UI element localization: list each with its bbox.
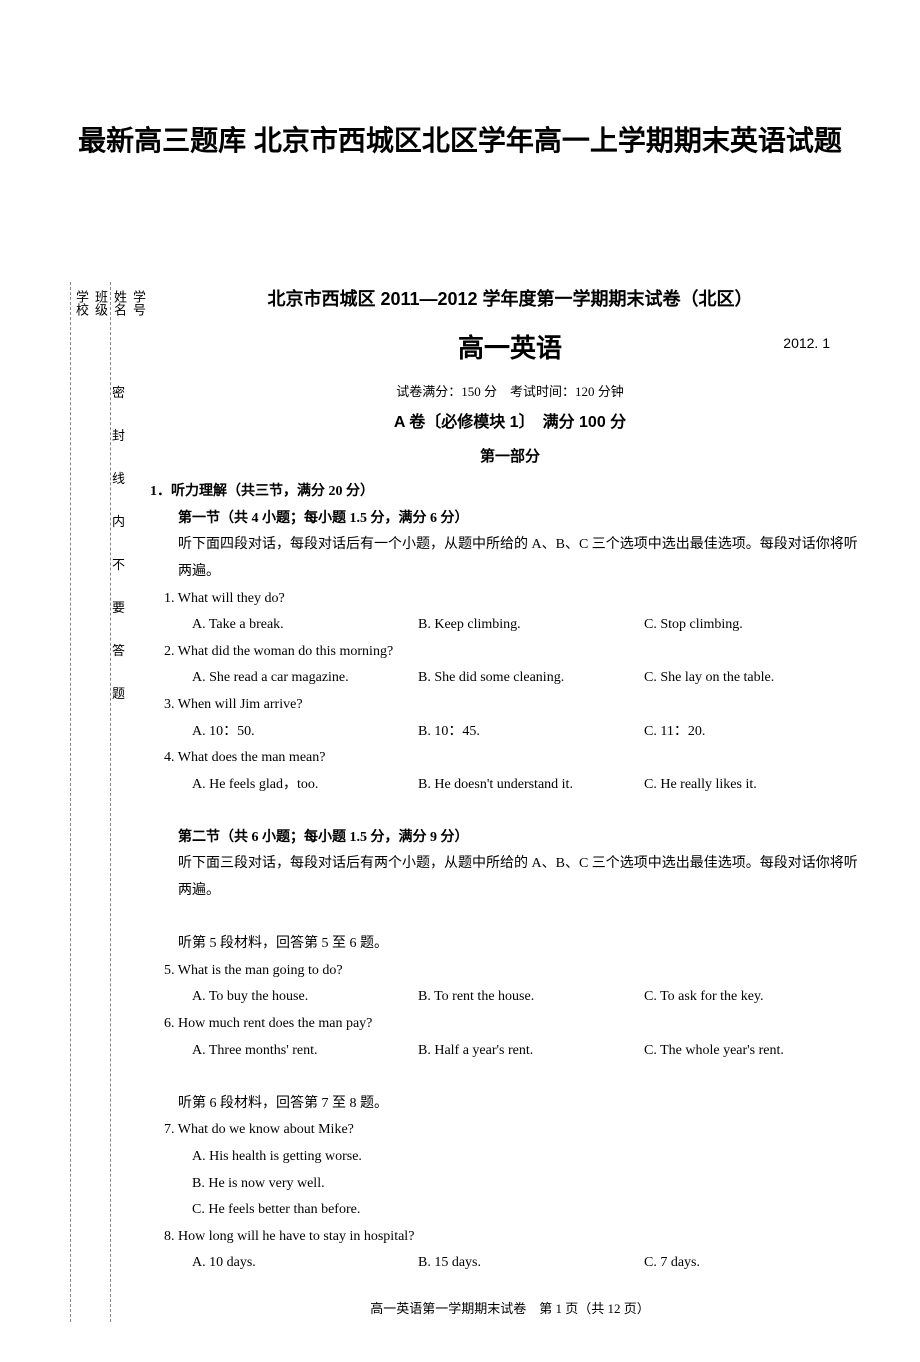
seal-nei: 内 xyxy=(112,511,125,530)
exam-date: 2012. 1 xyxy=(783,330,830,357)
q6: 6. How much rent does the man pay? xyxy=(164,1011,870,1038)
listening-head: 1．听力理解（共三节，满分 20 分） xyxy=(150,479,870,506)
q4: 4. What does the man mean? xyxy=(164,745,870,772)
page-footer: 高一英语第一学期期末试卷 第 1 页（共 12 页） xyxy=(150,1297,870,1322)
q4-opt-a: A. He feels glad，too. xyxy=(192,772,418,799)
exam-header: 北京市西城区 2011—2012 学年度第一学期期末试卷（北区） xyxy=(150,282,870,316)
q6-options: A. Three months' rent. B. Half a year's … xyxy=(192,1038,870,1065)
label-class: 班级 xyxy=(91,290,110,1314)
q7-opt-a: A. His health is getting worse. xyxy=(192,1144,870,1171)
paper-a-title: A 卷〔必修模块 1〕 满分 100 分 xyxy=(150,408,870,438)
q2: 2. What did the woman do this morning? xyxy=(164,639,870,666)
q3-options: A. 10：50. B. 10：45. C. 11：20. xyxy=(192,719,870,746)
q2-opt-a: A. She read a car magazine. xyxy=(192,665,418,692)
q2-options: A. She read a car magazine. B. She did s… xyxy=(192,665,870,692)
q7-opt-c: C. He feels better than before. xyxy=(192,1197,870,1224)
q8-opt-b: B. 15 days. xyxy=(418,1250,644,1277)
material-5: 听第 5 段材料，回答第 5 至 6 题。 xyxy=(178,931,870,958)
label-school: 学校 xyxy=(72,290,91,1314)
q4-opt-b: B. He doesn't understand it. xyxy=(418,772,644,799)
q6-opt-c: C. The whole year's rent. xyxy=(644,1038,870,1065)
q1-opt-c: C. Stop climbing. xyxy=(644,612,870,639)
q8: 8. How long will he have to stay in hosp… xyxy=(164,1224,870,1251)
q3-opt-b: B. 10：45. xyxy=(418,719,644,746)
seal-feng: 封 xyxy=(112,425,125,444)
q3-opt-a: A. 10：50. xyxy=(192,719,418,746)
document-title: 最新高三题库 北京市西城区北区学年高一上学期期末英语试题 xyxy=(50,120,870,162)
q3-opt-c: C. 11：20. xyxy=(644,719,870,746)
dashed-line-1 xyxy=(70,282,71,1322)
q8-opt-c: C. 7 days. xyxy=(644,1250,870,1277)
q2-opt-c: C. She lay on the table. xyxy=(644,665,870,692)
part-1-title: 第一部分 xyxy=(150,443,870,472)
q6-opt-a: A. Three months' rent. xyxy=(192,1038,418,1065)
section-1-note: 听下面四段对话，每段对话后有一个小题，从题中所给的 A、B、C 三个选项中选出最… xyxy=(178,532,870,585)
exam-page: 学号 姓名 班级 学校 密 封 线 内 不 要 答 题 北京市西城区 2011—… xyxy=(50,282,870,1322)
subject-text: 高一英语 xyxy=(458,333,562,363)
binding-seal-words: 密 封 线 内 不 要 答 题 xyxy=(112,382,125,702)
q5: 5. What is the man going to do? xyxy=(164,958,870,985)
seal-ti: 题 xyxy=(112,683,125,702)
q5-opt-a: A. To buy the house. xyxy=(192,984,418,1011)
material-6: 听第 6 段材料，回答第 7 至 8 题。 xyxy=(178,1091,870,1118)
seal-da: 答 xyxy=(112,640,125,659)
q1: 1. What will they do? xyxy=(164,586,870,613)
q2-opt-b: B. She did some cleaning. xyxy=(418,665,644,692)
binding-id-labels: 学号 姓名 班级 学校 xyxy=(72,282,148,1322)
q7-opt-b: B. He is now very well. xyxy=(192,1171,870,1198)
q4-opt-c: C. He really likes it. xyxy=(644,772,870,799)
q5-options: A. To buy the house. B. To rent the hous… xyxy=(192,984,870,1011)
q1-opt-a: A. Take a break. xyxy=(192,612,418,639)
q6-opt-b: B. Half a year's rent. xyxy=(418,1038,644,1065)
q4-options: A. He feels glad，too. B. He doesn't unde… xyxy=(192,772,870,799)
section-1-head: 第一节（共 4 小题；每小题 1.5 分，满分 6 分） xyxy=(178,506,870,533)
section-2-head: 第二节（共 6 小题；每小题 1.5 分，满分 9 分） xyxy=(178,825,870,852)
q5-opt-c: C. To ask for the key. xyxy=(644,984,870,1011)
seal-mi: 密 xyxy=(112,382,125,401)
section-2-note: 听下面三段对话，每段对话后有两个小题，从题中所给的 A、B、C 三个选项中选出最… xyxy=(178,851,870,904)
seal-bu: 不 xyxy=(112,554,125,573)
q3: 3. When will Jim arrive? xyxy=(164,692,870,719)
q5-opt-b: B. To rent the house. xyxy=(418,984,644,1011)
seal-yao: 要 xyxy=(112,597,125,616)
q8-options: A. 10 days. B. 15 days. C. 7 days. xyxy=(192,1250,870,1277)
label-id: 学号 xyxy=(129,290,148,1314)
q8-opt-a: A. 10 days. xyxy=(192,1250,418,1277)
q7: 7. What do we know about Mike? xyxy=(164,1117,870,1144)
seal-xian: 线 xyxy=(112,468,125,487)
binding-column: 学号 姓名 班级 学校 密 封 线 内 不 要 答 题 xyxy=(50,282,140,1322)
exam-subject: 高一英语 2012. 1 xyxy=(150,324,870,373)
q1-options: A. Take a break. B. Keep climbing. C. St… xyxy=(192,612,870,639)
exam-body: 北京市西城区 2011—2012 学年度第一学期期末试卷（北区） 高一英语 20… xyxy=(140,282,870,1322)
q1-opt-b: B. Keep climbing. xyxy=(418,612,644,639)
exam-meta-1: 试卷满分：150 分 考试时间：120 分钟 xyxy=(150,380,870,405)
